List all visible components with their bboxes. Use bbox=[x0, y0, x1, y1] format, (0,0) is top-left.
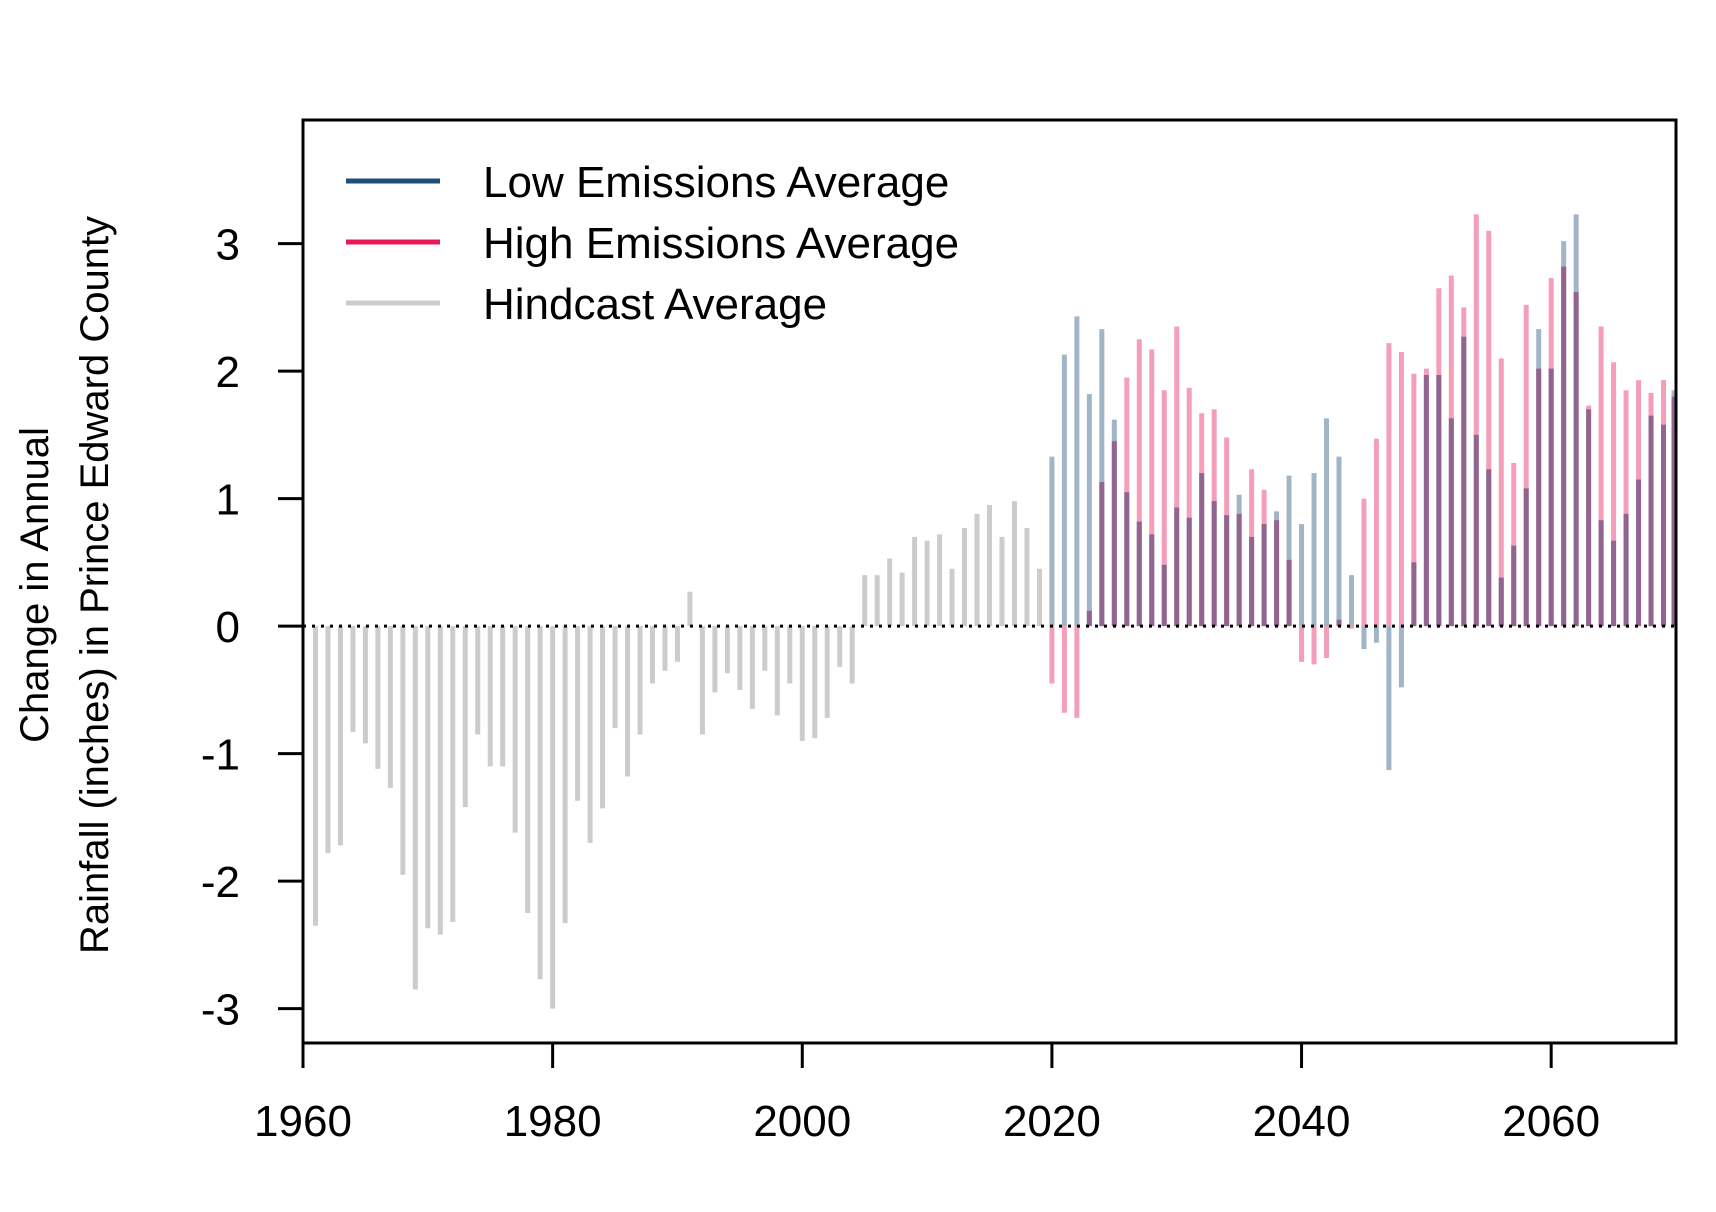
legend-label-low-emissions: Low Emissions Average bbox=[483, 158, 949, 207]
y-tick-label--2: -2 bbox=[201, 858, 240, 907]
y-tick-label--3: -3 bbox=[201, 986, 240, 1035]
x-tick-label-1960: 1960 bbox=[254, 1097, 352, 1146]
y-tick-label-0: 0 bbox=[216, 603, 240, 652]
y-tick-label-3: 3 bbox=[216, 221, 240, 270]
y-tick-label-1: 1 bbox=[216, 476, 240, 525]
x-tick-label-2000: 2000 bbox=[753, 1097, 851, 1146]
x-tick-label-2020: 2020 bbox=[1003, 1097, 1101, 1146]
legend-label-hindcast: Hindcast Average bbox=[483, 280, 827, 329]
x-axis: 1960 1980 2000 2020 2040 2060 bbox=[254, 1043, 1600, 1146]
y-axis-title: Change in Annual Rainfall (inches) in Pr… bbox=[13, 216, 117, 954]
y-axis-title-line-1: Change in Annual bbox=[13, 427, 57, 743]
legend: Low Emissions Average High Emissions Ave… bbox=[346, 158, 959, 329]
x-tick-label-2060: 2060 bbox=[1502, 1097, 1600, 1146]
y-tick-label--1: -1 bbox=[201, 731, 240, 780]
y-axis: -3 -2 -1 0 1 2 3 bbox=[201, 221, 303, 1035]
hindcast-bars bbox=[312, 501, 1042, 1009]
low-emissions-bars bbox=[1049, 214, 1677, 771]
plot-frame bbox=[301, 118, 1678, 1045]
y-axis-title-line-2: Rainfall (inches) in Prince Edward Count… bbox=[73, 216, 117, 954]
low-emissions-bars-overlay bbox=[1086, 266, 1677, 627]
legend-label-high-emissions: High Emissions Average bbox=[483, 219, 959, 268]
x-tick-label-1980: 1980 bbox=[504, 1097, 602, 1146]
y-tick-label-2: 2 bbox=[216, 348, 240, 397]
x-tick-label-2040: 2040 bbox=[1253, 1097, 1351, 1146]
